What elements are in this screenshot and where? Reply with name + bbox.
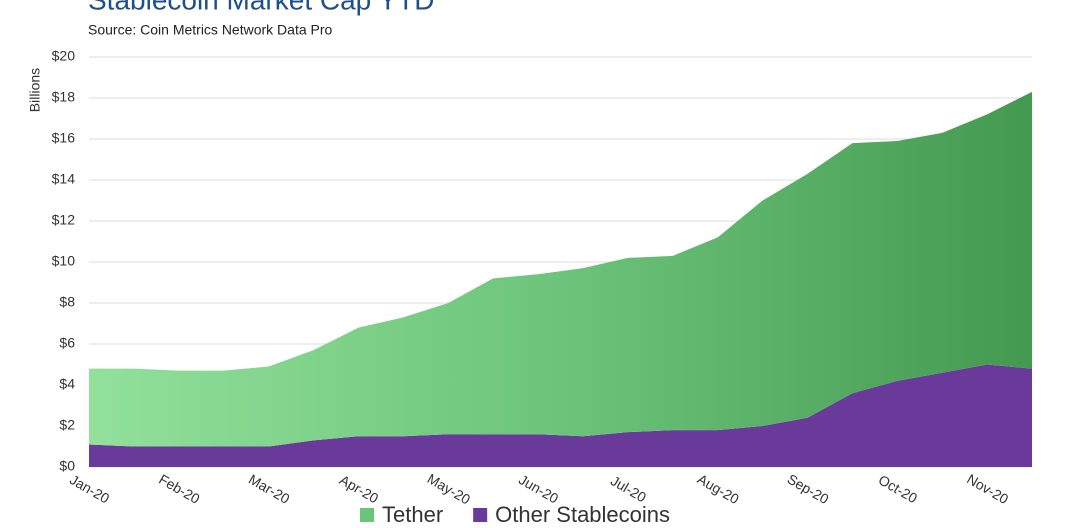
chart-title: Stablecoin Market Cap YTD	[88, 0, 435, 15]
y-tick-label: $2	[59, 417, 75, 433]
x-tick-label: Jul-20	[608, 472, 649, 505]
legend-swatch	[473, 508, 488, 522]
x-tick-label: Mar-20	[246, 471, 293, 507]
chart-subtitle: Source: Coin Metrics Network Data Pro	[88, 22, 333, 38]
y-tick-label: $16	[52, 130, 76, 146]
y-axis-label: Billions	[27, 68, 43, 112]
y-tick-label: $0	[59, 458, 75, 474]
y-tick-label: $18	[52, 89, 76, 105]
y-tick-label: $8	[59, 294, 75, 310]
x-tick-label: Jan-20	[67, 471, 112, 506]
x-tick-label: Oct-20	[876, 471, 921, 506]
y-tick-label: $12	[52, 212, 76, 228]
x-tick-label: Aug-20	[695, 471, 742, 508]
y-tick-label: $4	[59, 376, 75, 392]
legend-swatch	[360, 508, 374, 522]
y-tick-label: $14	[52, 171, 76, 187]
x-tick-label: Apr-20	[337, 471, 382, 506]
y-tick-label: $20	[52, 48, 76, 64]
legend-label: Tether	[382, 502, 443, 527]
legend-label: Other Stablecoins	[495, 502, 670, 527]
x-tick-label: Sep-20	[785, 471, 832, 508]
area	[89, 364, 1032, 467]
x-tick-label: Nov-20	[964, 471, 1011, 508]
area	[89, 91, 1032, 447]
y-tick-label: $10	[52, 253, 76, 269]
x-tick-label: Feb-20	[156, 471, 203, 507]
y-tick-label: $6	[59, 335, 75, 351]
